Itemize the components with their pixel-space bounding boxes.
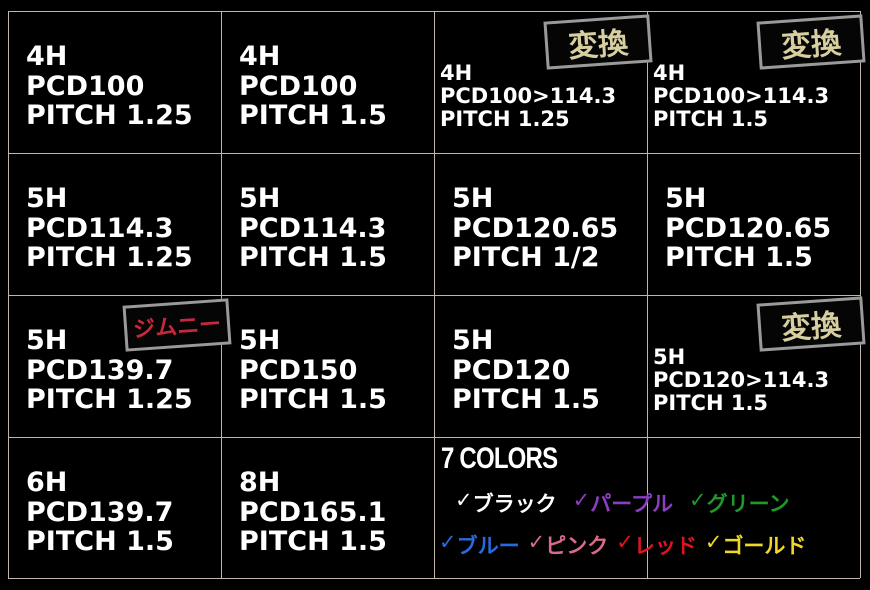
- color-option: ✓ ブラック: [455, 488, 557, 518]
- color-name: グリーン: [706, 492, 790, 516]
- grid-divider: [8, 295, 860, 296]
- pitch-value: PITCH 1.5: [239, 384, 387, 416]
- pcd-value: PCD100>114.3: [653, 83, 830, 108]
- spec-cell: 5H PCD114.3 PITCH 1.5: [221, 153, 434, 295]
- hole-count: 5H: [239, 324, 281, 356]
- hole-count: 5H: [239, 182, 281, 214]
- spec-cell: 8H PCD165.1 PITCH 1.5: [221, 437, 434, 579]
- spec-cell: 4H PCD100>114.3 PITCH 1.25: [434, 11, 647, 153]
- pitch-value: PITCH 1.5: [665, 242, 813, 274]
- check-icon: ✓: [688, 488, 707, 512]
- pitch-value: PITCH 1.5: [653, 106, 769, 131]
- pcd-value: PCD100: [26, 70, 145, 102]
- pitch-value: PITCH 1.25: [440, 106, 570, 131]
- jimny-badge: ジムニー: [122, 298, 232, 352]
- grid-divider: [8, 153, 860, 154]
- conversion-badge: 変換: [543, 14, 653, 70]
- check-icon: ✓: [572, 488, 591, 512]
- hole-count: 8H: [239, 466, 281, 498]
- conversion-badge: 変換: [756, 14, 866, 70]
- pitch-value: PITCH 1.5: [653, 390, 769, 415]
- color-option: ✓ ピンク: [528, 530, 609, 560]
- pcd-value: PCD100: [239, 70, 358, 102]
- color-name: ピンク: [545, 534, 609, 558]
- hole-count: 5H: [665, 182, 707, 214]
- spec-cell: 5H PCD120.65 PITCH 1/2: [434, 153, 647, 295]
- hole-count: 5H: [452, 182, 494, 214]
- grid-divider: [8, 437, 860, 438]
- color-option: ✓ レッド: [616, 530, 697, 560]
- pcd-value: PCD139.7: [26, 354, 174, 386]
- pcd-value: PCD120.65: [665, 212, 832, 244]
- hole-count: 5H: [452, 324, 494, 356]
- grid-divider: [647, 11, 648, 578]
- color-name: ブラック: [472, 492, 557, 516]
- color-option: ✓ ブルー: [439, 530, 520, 560]
- color-option: ✓ ゴールド: [705, 530, 807, 560]
- color-name: ブルー: [456, 534, 520, 558]
- pitch-value: PITCH 1.5: [239, 526, 387, 558]
- spec-cell: 5H PCD139.7 PITCH 1.25: [8, 295, 221, 437]
- conversion-badge: 変換: [756, 296, 866, 352]
- hole-count: 5H: [653, 344, 686, 369]
- grid-divider: [8, 578, 860, 579]
- check-icon: ✓: [455, 488, 473, 512]
- hole-count: 4H: [26, 40, 68, 72]
- pitch-value: PITCH 1/2: [452, 242, 600, 274]
- spec-cell: 5H PCD120>114.3 PITCH 1.5: [647, 295, 860, 437]
- hole-count: 6H: [26, 466, 68, 498]
- spec-cell: 4H PCD100 PITCH 1.5: [221, 11, 434, 153]
- colors-title: 7 COLORS: [441, 442, 558, 475]
- pitch-value: PITCH 1.5: [26, 526, 174, 558]
- grid-divider: [434, 11, 435, 578]
- pitch-value: PITCH 1.5: [452, 384, 600, 416]
- spec-cell: 4H PCD100 PITCH 1.25: [8, 11, 221, 153]
- color-name: パープル: [590, 492, 673, 516]
- spec-cell: 5H PCD150 PITCH 1.5: [221, 295, 434, 437]
- pcd-value: PCD114.3: [239, 212, 387, 244]
- color-name: レッド: [633, 534, 697, 558]
- pcd-value: PCD120.65: [452, 212, 619, 244]
- grid-divider: [221, 11, 222, 578]
- color-option: ✓ パープル: [573, 488, 673, 518]
- color-option: ✓ グリーン: [689, 488, 790, 518]
- hole-count: 5H: [26, 324, 68, 356]
- pitch-value: PITCH 1.25: [26, 384, 193, 416]
- colors-section: 7 COLORS ✓ ブラック ✓ パープル ✓ グリーン ✓ ブルー ✓ ピンク ✓ レッド ✓ ゴールド: [435, 438, 860, 578]
- pcd-value: PCD100>114.3: [440, 83, 617, 108]
- pcd-value: PCD139.7: [26, 496, 174, 528]
- pitch-value: PITCH 1.25: [26, 100, 193, 132]
- check-icon: ✓: [704, 530, 723, 554]
- spec-cell: 6H PCD139.7 PITCH 1.5: [8, 437, 221, 579]
- pitch-value: PITCH 1.5: [239, 242, 387, 274]
- pcd-value: PCD120: [452, 354, 571, 386]
- color-name: ゴールド: [722, 534, 807, 558]
- pcd-value: PCD114.3: [26, 212, 174, 244]
- pcd-value: PCD120>114.3: [653, 367, 830, 392]
- hole-count: 4H: [653, 60, 686, 85]
- spec-cell: 5H PCD120 PITCH 1.5: [434, 295, 647, 437]
- hole-count: 4H: [239, 40, 281, 72]
- spec-cell: 5H PCD114.3 PITCH 1.25: [8, 153, 221, 295]
- grid-divider: [8, 11, 860, 12]
- grid-divider: [8, 11, 9, 578]
- check-icon: ✓: [527, 530, 546, 554]
- pitch-value: PITCH 1.5: [239, 100, 387, 132]
- spec-cell: 5H PCD120.65 PITCH 1.5: [647, 153, 860, 295]
- pcd-value: PCD150: [239, 354, 358, 386]
- check-icon: ✓: [439, 530, 457, 554]
- spec-cell: 4H PCD100>114.3 PITCH 1.5: [647, 11, 860, 153]
- check-icon: ✓: [616, 530, 634, 554]
- grid-divider: [860, 11, 861, 578]
- pitch-value: PITCH 1.25: [26, 242, 193, 274]
- hole-count: 5H: [26, 182, 68, 214]
- pcd-value: PCD165.1: [239, 496, 387, 528]
- hole-count: 4H: [440, 60, 473, 85]
